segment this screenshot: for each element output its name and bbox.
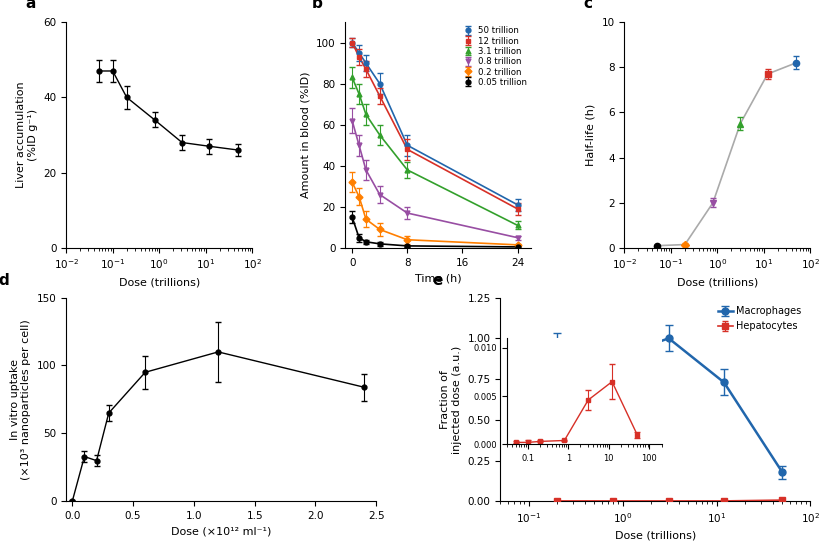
X-axis label: Time (h): Time (h): [415, 273, 461, 283]
X-axis label: Dose (trillions): Dose (trillions): [614, 531, 696, 541]
Legend: 50 trillion, 12 trillion, 3.1 trillion, 0.8 trillion, 0.2 trillion, 0.05 trillio: 50 trillion, 12 trillion, 3.1 trillion, …: [461, 26, 527, 87]
Y-axis label: Amount in blood (%ID): Amount in blood (%ID): [300, 72, 310, 198]
Legend: Macrophages, Hepatocytes: Macrophages, Hepatocytes: [714, 302, 805, 335]
X-axis label: Dose (×10¹² ml⁻¹): Dose (×10¹² ml⁻¹): [171, 527, 271, 537]
Text: c: c: [583, 0, 592, 12]
Text: a: a: [25, 0, 36, 12]
Text: b: b: [312, 0, 323, 12]
Y-axis label: Half-life (h): Half-life (h): [586, 104, 596, 166]
X-axis label: Dose (trillions): Dose (trillions): [118, 277, 200, 287]
Text: e: e: [432, 273, 442, 288]
Y-axis label: In vitro uptake
(×10³ nanoparticles per cell): In vitro uptake (×10³ nanoparticles per …: [10, 319, 31, 480]
Y-axis label: Liver accumulation
(%ID g⁻¹): Liver accumulation (%ID g⁻¹): [17, 82, 38, 188]
Y-axis label: Fraction of
injected dose (a.u.): Fraction of injected dose (a.u.): [440, 345, 461, 453]
Text: d: d: [0, 273, 8, 288]
X-axis label: Dose (trillions): Dose (trillions): [676, 277, 758, 287]
